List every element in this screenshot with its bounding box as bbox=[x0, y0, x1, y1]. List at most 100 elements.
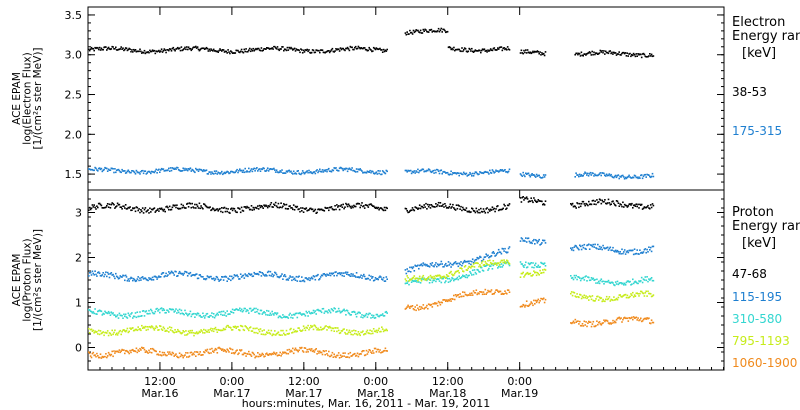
proton-point bbox=[354, 332, 356, 335]
proton-point bbox=[467, 275, 469, 277]
proton-point bbox=[605, 203, 608, 205]
electron-point bbox=[361, 170, 363, 172]
proton-point bbox=[283, 316, 285, 318]
electron-point bbox=[507, 48, 510, 50]
proton-point bbox=[641, 320, 644, 322]
proton-point bbox=[376, 331, 379, 334]
electron-point bbox=[223, 171, 226, 174]
electron-point bbox=[134, 173, 137, 175]
proton-point bbox=[623, 284, 625, 286]
proton-point bbox=[103, 355, 105, 358]
proton-point bbox=[189, 351, 192, 354]
electron-point bbox=[245, 48, 247, 50]
proton-point bbox=[604, 199, 606, 201]
proton-point bbox=[651, 279, 654, 282]
electron-point bbox=[277, 48, 280, 51]
proton-point bbox=[88, 275, 90, 277]
proton-point bbox=[118, 277, 121, 279]
proton-point bbox=[227, 277, 229, 280]
proton-point bbox=[274, 312, 276, 314]
electron-point bbox=[536, 175, 539, 177]
proton-point bbox=[499, 251, 502, 254]
proton-point bbox=[201, 354, 203, 356]
proton-point bbox=[614, 321, 617, 324]
proton-point bbox=[570, 322, 572, 324]
proton-point bbox=[410, 209, 413, 211]
proton-point bbox=[161, 351, 164, 354]
proton-point bbox=[438, 205, 441, 207]
electron-point bbox=[116, 169, 119, 171]
proton-point bbox=[115, 205, 118, 207]
proton-point bbox=[237, 207, 239, 209]
proton-point bbox=[441, 301, 443, 304]
proton-point bbox=[579, 277, 581, 279]
electron-point bbox=[207, 173, 210, 175]
proton-point bbox=[185, 330, 187, 332]
proton-point bbox=[109, 207, 112, 209]
proton-point bbox=[490, 209, 493, 211]
proton-point bbox=[288, 332, 290, 335]
proton-point bbox=[576, 293, 578, 295]
proton-point bbox=[594, 200, 596, 202]
proton-point bbox=[335, 271, 337, 273]
proton-point bbox=[640, 203, 643, 206]
proton-point bbox=[102, 312, 104, 315]
proton-point bbox=[300, 313, 302, 315]
proton-point bbox=[244, 307, 246, 310]
proton-point bbox=[577, 296, 579, 298]
proton-point bbox=[592, 320, 595, 323]
electron-point bbox=[487, 171, 489, 174]
electron-point bbox=[614, 52, 617, 54]
proton-point bbox=[211, 277, 213, 280]
proton-point bbox=[623, 294, 625, 297]
proton-point bbox=[193, 207, 195, 209]
electron-point bbox=[262, 167, 264, 169]
electron-point bbox=[298, 172, 300, 175]
proton-point bbox=[381, 328, 384, 330]
proton-point bbox=[350, 207, 352, 209]
proton-point bbox=[414, 264, 416, 267]
proton-point bbox=[328, 309, 330, 311]
proton-point bbox=[620, 295, 622, 298]
proton-point bbox=[322, 209, 325, 212]
proton-point bbox=[202, 276, 204, 278]
proton-point bbox=[186, 356, 188, 358]
electron-point bbox=[299, 51, 301, 54]
proton-point bbox=[431, 262, 434, 264]
proton-point bbox=[307, 278, 309, 281]
proton-point bbox=[632, 278, 634, 281]
electron-point bbox=[216, 173, 219, 175]
proton-point bbox=[179, 312, 182, 315]
proton-point bbox=[472, 263, 475, 265]
proton-point bbox=[201, 316, 203, 318]
proton-point bbox=[226, 348, 228, 351]
proton-point bbox=[214, 278, 217, 280]
electron-point bbox=[250, 168, 253, 170]
proton-point bbox=[234, 309, 237, 311]
proton-point bbox=[115, 315, 117, 318]
proton-point bbox=[107, 334, 110, 337]
proton-point bbox=[253, 271, 255, 274]
proton-point bbox=[378, 351, 380, 353]
electron-point bbox=[544, 174, 547, 176]
proton-point bbox=[238, 352, 240, 354]
proton-point bbox=[93, 332, 95, 334]
proton-point bbox=[632, 318, 634, 321]
proton-point bbox=[600, 202, 603, 205]
proton-point bbox=[265, 204, 267, 207]
electron-point bbox=[467, 174, 469, 176]
electron-point bbox=[144, 52, 147, 55]
electron-point bbox=[372, 50, 374, 52]
proton-point bbox=[239, 350, 242, 352]
electron-point bbox=[247, 50, 249, 53]
proton-point bbox=[353, 310, 355, 313]
proton-point bbox=[541, 262, 543, 265]
proton-point bbox=[451, 206, 453, 208]
proton-point bbox=[362, 330, 364, 332]
proton-point bbox=[468, 294, 470, 296]
electron-point bbox=[336, 49, 338, 51]
electron-point bbox=[168, 49, 170, 52]
proton-point bbox=[474, 259, 477, 261]
electron-point bbox=[588, 173, 591, 175]
proton-point bbox=[278, 276, 281, 279]
